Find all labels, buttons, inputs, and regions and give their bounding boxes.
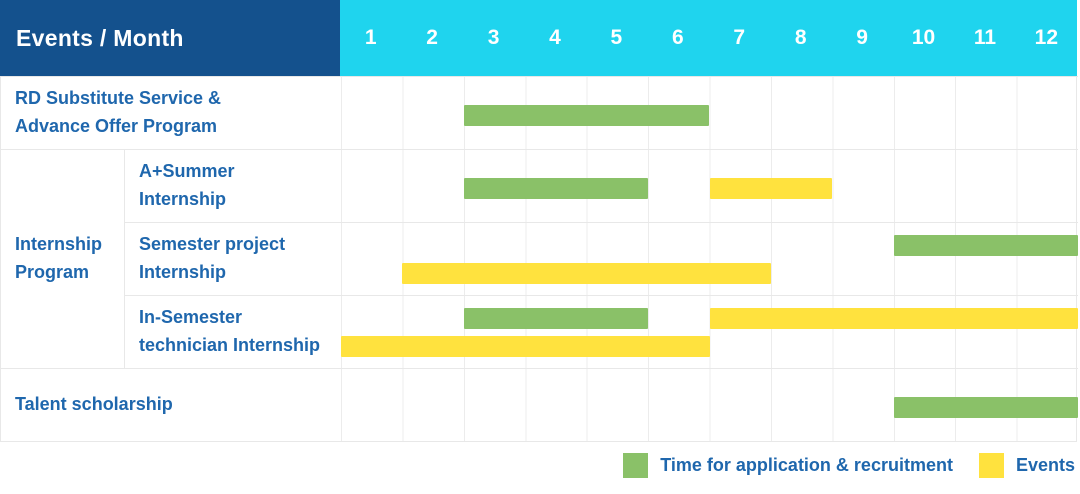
table-header-row: Events / Month 1 2 3 4 5 6 7 8 9 10 11 12	[0, 0, 1077, 76]
table-body: RD Substitute Service & Advance Offer Pr…	[0, 76, 1078, 442]
row-label-talent-scholarship: Talent scholarship	[1, 368, 341, 441]
legend-swatch-events	[978, 453, 1004, 478]
row-label-in-semester-technician: In-Semester technician Internship	[125, 295, 341, 368]
month-header-12: 12	[1034, 26, 1059, 49]
month-header-1: 1	[364, 26, 377, 49]
gantt-bar-application	[893, 235, 1078, 256]
gantt-bar-application	[463, 178, 649, 199]
row-label-semester-project: Semester project Internship	[125, 222, 341, 295]
legend-swatch-application	[623, 453, 649, 478]
row-label-a-plus-summer: A+Summer Internship	[125, 149, 341, 222]
legend: Time for application & recruitment Events	[623, 453, 1075, 478]
chart-cell-a-plus-summer	[341, 149, 1078, 222]
month-header-7: 7	[733, 26, 746, 49]
chart-cell-in-semester-technician	[341, 295, 1078, 368]
group-label-internship-program: Internship Program	[1, 149, 125, 368]
month-header-strip: 1 2 3 4 5 6 7 8 9 10 11 12	[340, 0, 1077, 76]
chart-cell-rd-substitute	[341, 76, 1078, 149]
legend-item-events: Events	[978, 453, 1075, 478]
month-header-10: 10	[911, 26, 936, 49]
gantt-bar-application	[463, 105, 710, 126]
month-header-5: 5	[610, 26, 623, 49]
table-title: Events / Month	[16, 24, 184, 51]
gantt-bar-application	[893, 397, 1078, 418]
events-month-header-cell: Events / Month	[0, 0, 340, 76]
month-header-9: 9	[856, 26, 868, 49]
month-header-11: 11	[973, 26, 997, 49]
gantt-bar-events	[341, 336, 710, 357]
row-label-rd-substitute: RD Substitute Service & Advance Offer Pr…	[1, 76, 341, 149]
gantt-bar-events	[709, 178, 833, 199]
month-header-8: 8	[794, 26, 807, 49]
month-header-4: 4	[549, 26, 561, 49]
gantt-bar-events	[402, 263, 771, 284]
legend-item-application: Time for application & recruitment	[623, 453, 953, 478]
month-header-6: 6	[671, 26, 684, 49]
events-month-table: Events / Month 1 2 3 4 5 6 7 8 9 10 11 12 RD Substi…	[0, 0, 1078, 442]
legend-label-application: Time for application & recruitment	[660, 455, 953, 475]
gantt-bar-events	[709, 308, 1078, 329]
month-header-3: 3	[487, 26, 500, 49]
legend-label-events: Events	[1015, 455, 1075, 475]
gantt-bar-application	[463, 308, 649, 329]
month-header-2: 2	[426, 26, 438, 49]
chart-cell-semester-project	[341, 222, 1078, 295]
chart-cell-talent-scholarship	[341, 368, 1078, 441]
